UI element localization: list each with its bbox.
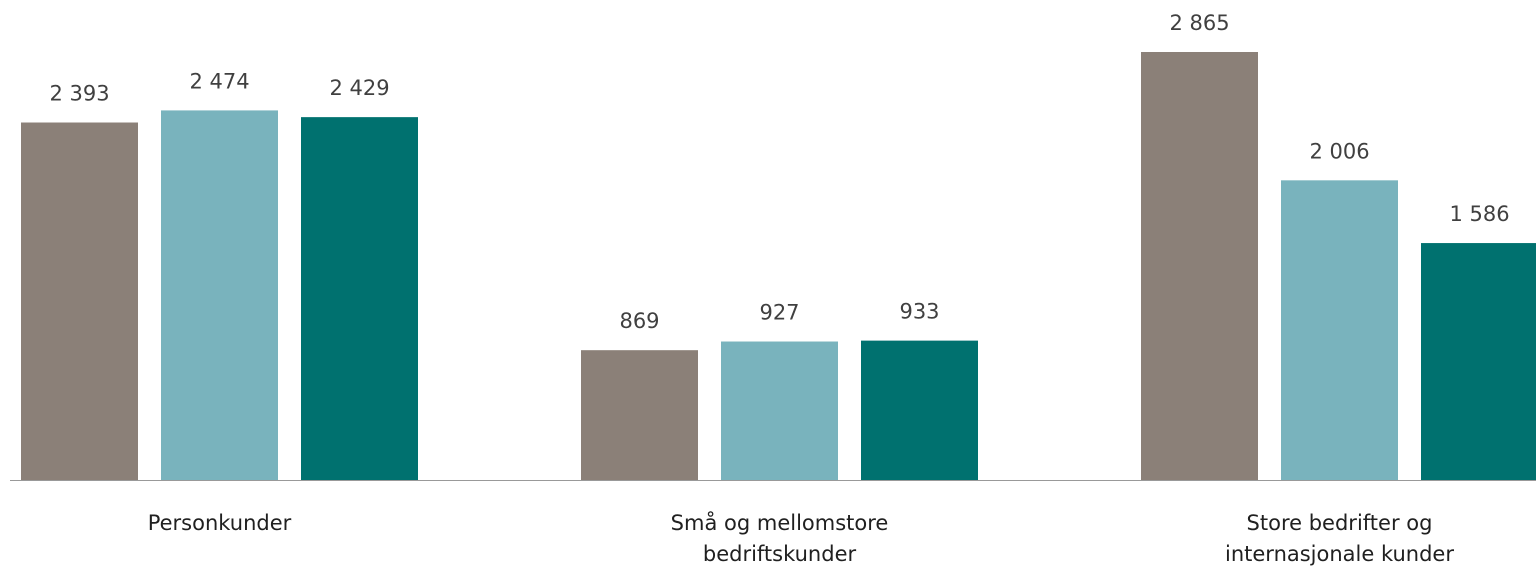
bar xyxy=(721,341,838,480)
value-label: 869 xyxy=(619,309,659,333)
bar xyxy=(581,350,698,480)
bar xyxy=(1141,52,1258,480)
bar xyxy=(1421,243,1536,480)
bar xyxy=(301,117,418,481)
category-label: Personkunder xyxy=(147,511,292,535)
category-label: Store bedrifter og internasjonale kunder xyxy=(1225,511,1454,566)
value-label: 1 586 xyxy=(1449,202,1509,226)
value-label: 2 393 xyxy=(49,82,109,106)
value-label: 2 006 xyxy=(1309,139,1369,163)
value-label: 933 xyxy=(899,300,939,324)
value-label: 2 429 xyxy=(329,76,389,100)
bar xyxy=(21,122,138,481)
bar xyxy=(861,340,978,480)
value-label: 2 474 xyxy=(189,69,249,93)
category-label: Små og mellomstore bedriftskunder xyxy=(670,511,889,566)
bar xyxy=(1281,180,1398,480)
bar xyxy=(161,110,278,481)
value-label: 927 xyxy=(759,301,799,325)
value-label: 2 865 xyxy=(1169,11,1229,35)
